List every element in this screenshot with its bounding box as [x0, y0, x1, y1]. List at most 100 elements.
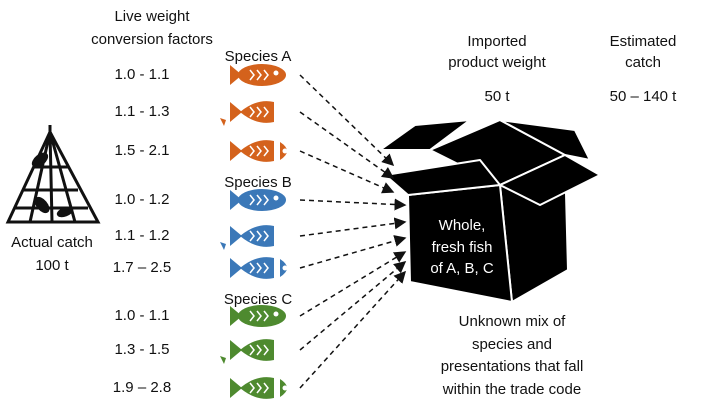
fish-eye [282, 148, 288, 154]
species-label: Species B [224, 174, 292, 191]
fish-scale [249, 69, 255, 81]
fish [230, 64, 286, 86]
fish-scale [263, 310, 269, 322]
fish-body [240, 339, 274, 361]
fish [230, 140, 288, 162]
fish-scale [256, 344, 262, 356]
fish-eye [282, 385, 288, 391]
estimated-label: catch [625, 54, 661, 71]
fish-piece [220, 242, 226, 250]
species-label: Species A [225, 48, 292, 65]
imported-value: 50 t [484, 88, 510, 105]
fish-tail [230, 141, 242, 161]
fish [230, 377, 288, 399]
actual-catch-label: Actual catch [11, 234, 93, 251]
fish-tail [230, 340, 242, 360]
fish-scale [263, 382, 269, 394]
fish-piece [220, 118, 226, 126]
fish-scale [249, 194, 255, 206]
box [379, 119, 601, 303]
fish-eye [273, 195, 279, 201]
header: Live weight [114, 8, 190, 25]
fish-tail [230, 378, 242, 398]
header: conversion factors [91, 31, 213, 48]
fish-scale [256, 310, 262, 322]
note: Unknown mix of [459, 313, 567, 330]
arrow [299, 74, 395, 167]
net-icon [5, 125, 101, 224]
fish-body [238, 64, 286, 86]
arrow [299, 261, 407, 351]
factor-range: 1.1 - 1.2 [114, 227, 169, 244]
actual-catch-value: 100 t [35, 257, 69, 274]
box-text: fresh fish [432, 239, 493, 256]
arrow [299, 198, 407, 211]
fish-scale [256, 230, 262, 242]
fish-eye [273, 70, 279, 76]
fish-body [240, 377, 274, 399]
fish-tail [230, 226, 242, 246]
factor-range: 1.0 - 1.1 [114, 66, 169, 83]
factor-range: 1.3 - 1.5 [114, 341, 169, 358]
fish-scale [256, 194, 262, 206]
fish-scale [249, 106, 255, 118]
note: species and [472, 336, 552, 353]
fish-scale [263, 262, 269, 274]
factor-range: 1.7 – 2.5 [113, 259, 171, 276]
imported-label: Imported [467, 33, 526, 50]
fish-body [240, 225, 274, 247]
fish [220, 225, 274, 250]
fish-scale [263, 69, 269, 81]
fish-body [240, 101, 274, 123]
fish-scale [249, 230, 255, 242]
arrow [299, 251, 407, 317]
estimated-value: 50 – 140 t [610, 88, 678, 105]
fish-scale [249, 382, 255, 394]
arrow [299, 111, 395, 179]
fish-scale [263, 344, 269, 356]
fish-scale [256, 69, 262, 81]
fish-scale [256, 262, 262, 274]
imported-label: product weight [448, 54, 546, 71]
box-text: Whole, [439, 217, 486, 234]
fish-scale [249, 344, 255, 356]
factor-range: 1.1 - 1.3 [114, 103, 169, 120]
fish-scale [263, 145, 269, 157]
fish-scale [249, 310, 255, 322]
factor-range: 1.0 - 1.2 [114, 191, 169, 208]
fish-tail [230, 258, 242, 278]
fish-scale [256, 106, 262, 118]
fish-scale [263, 230, 269, 242]
note: within the trade code [442, 381, 581, 398]
factor-range: 1.0 - 1.1 [114, 307, 169, 324]
fish-tail [230, 102, 242, 122]
fish-scale [249, 262, 255, 274]
arrow [299, 235, 407, 269]
estimated-label: Estimated [610, 33, 677, 50]
fish [220, 101, 274, 126]
fish [230, 257, 288, 279]
factor-range: 1.9 – 2.8 [113, 379, 171, 396]
fish [230, 189, 286, 211]
fish-body [238, 189, 286, 211]
fish-eye [282, 265, 288, 271]
species-label: Species C [224, 291, 293, 308]
fish-body [240, 140, 274, 162]
box-text: of A, B, C [430, 260, 494, 277]
fish [230, 305, 286, 327]
note: presentations that fall [441, 358, 584, 375]
fish [220, 339, 274, 364]
fish-tail [230, 190, 242, 210]
fish-body [240, 257, 274, 279]
arrow [299, 150, 395, 194]
arrow [299, 217, 407, 237]
fish-tail [230, 65, 242, 85]
fish-scale [249, 145, 255, 157]
fish-tail [230, 306, 242, 326]
fish-body [238, 305, 286, 327]
factor-range: 1.5 - 2.1 [114, 142, 169, 159]
fish-piece [220, 356, 226, 364]
fish-scale [256, 145, 262, 157]
arrow [299, 270, 407, 389]
